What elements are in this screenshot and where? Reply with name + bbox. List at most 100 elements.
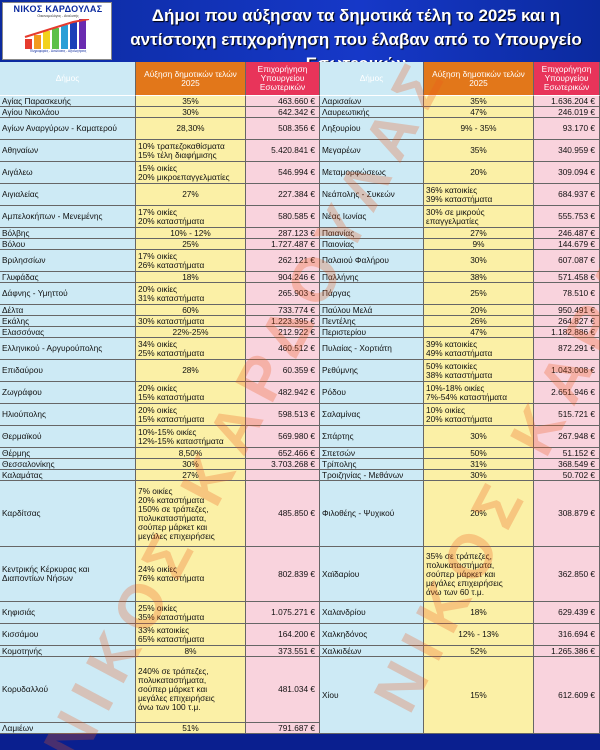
header: ΝΙΚΟΣ ΚΑΡΔΟΥΛΑΣ Οικονομολόγος - Αναλυτής… (0, 0, 600, 73)
municipality-name: Θέρμης (0, 448, 136, 459)
municipality-name-text: Χαλκηδόνος (322, 629, 368, 639)
grant-value-text: 212.922 € (278, 327, 315, 337)
municipality-name: Θεσσαλονίκης (0, 459, 136, 470)
municipality-name: Αγίων Αναργύρων - Καματερού (0, 118, 136, 140)
table-row: Ρεθύμνης 50% κατοικίες 38% καταστήματα 1.0… (0, 360, 600, 382)
municipality-name-text: Πυλαίας - Χορτιάτη (322, 343, 392, 353)
grant-value-text: 316.694 € (558, 629, 595, 639)
column-header-increase: Αύξηση δημοτικών τελών 2025 (136, 62, 246, 96)
table-row: Κορυδαλλού 240% σε τράπεζες, πολυκαταστήμ… (0, 657, 600, 723)
table-row: Καρδίτσας 7% οικίες 20% καταστήματα 150% … (0, 481, 600, 547)
increase-value: 25% οικίες 35% καταστήματα (136, 602, 246, 624)
municipality-name: Πάργας (320, 283, 424, 305)
column-header-municipality-text: Δήμος (359, 73, 384, 83)
grant-value-text: 1.075.271 € (271, 607, 315, 617)
table-row: Βριλησσίων 17% οικίες 26% καταστήματα 262.… (0, 250, 600, 272)
table-row: Κομοτηνής 8% 373.551 € (0, 646, 600, 657)
grant-value-text: 569.980 € (278, 431, 315, 441)
increase-value-text: 7% οικίες 20% καταστήματα 150% σε τράπεζ… (138, 485, 215, 541)
municipality-name-text: Νέας Ιωνίας (322, 211, 367, 221)
grant-value-text: 652.466 € (278, 448, 315, 458)
increase-value: 28% (136, 360, 246, 382)
increase-value-text: 15% (470, 689, 487, 700)
increase-value-text: 60% (182, 305, 199, 315)
increase-value-text: 22%-25% (172, 327, 209, 337)
municipality-name-text: Ρεθύμνης (322, 365, 358, 375)
increase-value: 34% οικίες 25% καταστήματα (136, 338, 246, 360)
increase-value: 15% οικίες 20% μικροεπαγγελματίες (136, 162, 246, 184)
increase-value-text: 8,50% (178, 448, 203, 458)
increase-value: 24% οικίες 76% καταστήματα (136, 547, 246, 602)
grant-value-text: 733.774 € (278, 305, 315, 315)
grant-value-text: 515.721 € (558, 409, 595, 419)
increase-value-text: 20% (470, 167, 487, 177)
grant-value-text: 287.123 € (278, 228, 315, 238)
increase-value: 30% καταστήματα (136, 316, 246, 327)
grant-value: 508.356 € (246, 118, 320, 140)
increase-value: 26% (424, 316, 534, 327)
grant-value: 1.043.008 € (534, 360, 600, 382)
grant-value: 373.551 € (246, 646, 320, 657)
municipality-name: Λαρισαίων (320, 96, 424, 107)
table-row: Ληξουρίου 9% - 35% 93.170 € (0, 118, 600, 140)
municipality-name-text: Παύλου Μελά (322, 305, 373, 315)
column-header-municipality: Δήμος (0, 62, 136, 96)
increase-value: 240% σε τράπεζες, πολυκαταστήματα, σούπε… (136, 657, 246, 723)
table-row: Ηλιούπολης 20% οικίες 15% καταστήματα 598.… (0, 404, 600, 426)
increase-value: 10%-18% οικίες 7%-54% καταστήματα (424, 382, 534, 404)
grant-value: 262.121 € (246, 250, 320, 272)
municipality-name-text: Λαρισαίων (322, 96, 362, 106)
table-row: Κεντρικής Κέρκυρας και Διαποντίων Νήσων 2… (0, 547, 600, 602)
municipality-name: Φιλοθέης - Ψυχικού (320, 481, 424, 547)
grant-value: 463.660 € (246, 96, 320, 107)
municipality-name-text: Σπάρτης (322, 431, 354, 441)
municipality-name-text: Αιγιαλείας (2, 189, 39, 199)
municipality-name-text: Παιανίας (322, 228, 355, 238)
table-row: Δέλτα 60% 733.774 € (0, 305, 600, 316)
grant-value-text: 264.827 € (558, 316, 595, 326)
table-row: Θεσσαλονίκης 30% 3.703.268 € (0, 459, 600, 470)
increase-value: 18% (136, 272, 246, 283)
grant-value: 5.420.841 € (246, 140, 320, 162)
table-row: Παλλήνης 38% 571.458 € (0, 272, 600, 283)
municipality-name: Χαλκηδόνος (320, 624, 424, 646)
table-row: Χίου 15% 612.609 € (0, 657, 600, 734)
increase-value-text: 9% (472, 239, 485, 249)
grant-value: 515.721 € (534, 404, 600, 426)
grant-value-text: 51.152 € (562, 448, 595, 458)
table-row: Παλαιού Φαλήρου 30% 607.087 € (0, 250, 600, 272)
increase-value-text: 25% (470, 288, 487, 298)
increase-value: 9% (424, 239, 534, 250)
grant-value: 3.703.268 € (246, 459, 320, 470)
column-header-grant: Επιχορήγηση Υπουργείου Εσωτερικών (246, 62, 320, 96)
table-row: Ζωγράφου 20% οικίες 15% καταστήματα 482.94… (0, 382, 600, 404)
municipality-name: Νέας Ιωνίας (320, 206, 424, 228)
municipality-name: Αιγιαλείας (0, 184, 136, 206)
municipality-name: Βριλησσίων (0, 250, 136, 272)
municipality-name-text: Ρόδου (322, 387, 346, 397)
increase-value-text: 10% τραπεζοκαθίσματα 15% τέλη διαφήμισης (138, 140, 225, 160)
grant-value: 144.679 € (534, 239, 600, 250)
municipality-name-text: Θεσσαλονίκης (2, 459, 55, 469)
table-row: Εκάλης 30% καταστήματα 1.223.395 € (0, 316, 600, 327)
municipality-name: Κορυδαλλού (0, 657, 136, 723)
municipality-name-text: Κορυδαλλού (2, 684, 49, 694)
grant-value-text: 3.703.268 € (271, 459, 315, 469)
municipality-name-text: Αθηναίων (2, 145, 39, 155)
municipality-name-text: Χαλανδρίου (322, 607, 366, 617)
municipality-name-text: Βόλου (2, 239, 26, 249)
municipality-name-text: Θέρμης (2, 448, 31, 458)
table-row: Καλαμάτας 27% (0, 470, 600, 481)
municipality-name: Λαυρεωτικής (320, 107, 424, 118)
grant-value-text: 60.359 € (282, 365, 315, 375)
grant-value: 1.182.886 € (534, 327, 600, 338)
grant-value: 50.702 € (534, 470, 600, 481)
table-row: Πάργας 25% 78.510 € (0, 283, 600, 305)
municipality-name-text: Κομοτηνής (2, 646, 42, 656)
column-header-grant: Επιχορήγηση Υπουργείου Εσωτερικών (534, 62, 600, 96)
grant-value: 368.549 € (534, 459, 600, 470)
increase-value: 35% (424, 140, 534, 162)
municipality-name-text: Ληξουρίου (322, 123, 361, 133)
grant-value: 950.491 € (534, 305, 600, 316)
grant-value: 1.223.395 € (246, 316, 320, 327)
